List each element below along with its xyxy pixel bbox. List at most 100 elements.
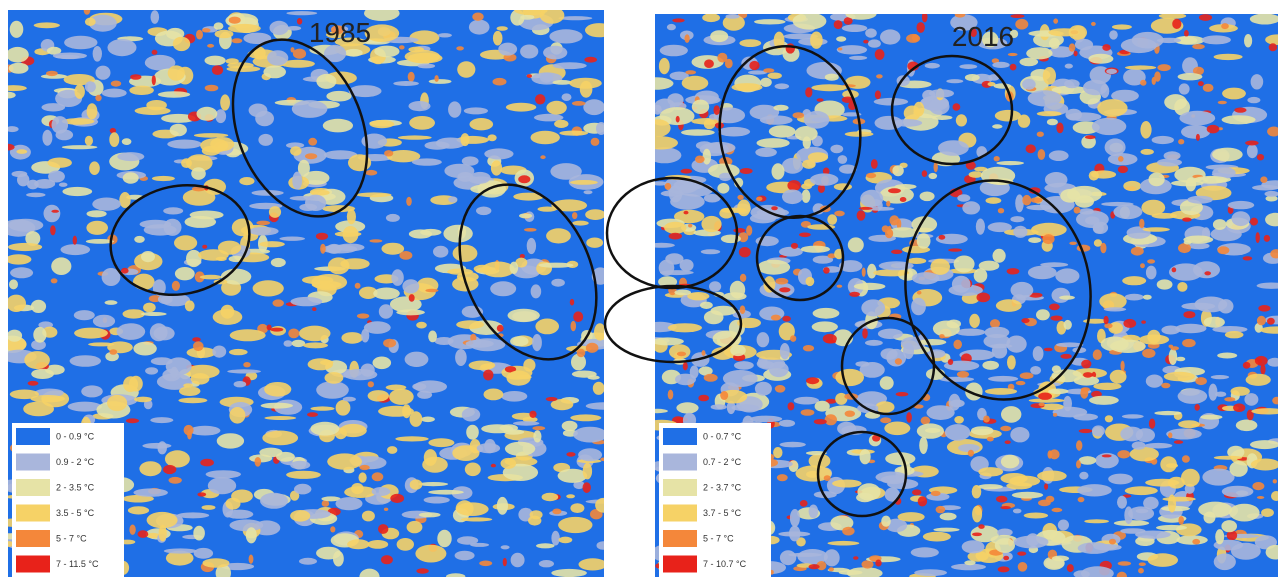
texture-patch bbox=[453, 245, 478, 262]
texture-patch bbox=[229, 407, 245, 424]
texture-patch bbox=[253, 280, 284, 296]
texture-patch bbox=[881, 348, 898, 360]
texture-patch bbox=[674, 290, 691, 296]
texture-patch bbox=[470, 118, 494, 130]
texture-patch bbox=[868, 39, 881, 47]
texture-patch bbox=[1013, 509, 1022, 514]
texture-patch bbox=[1211, 375, 1229, 379]
texture-patch bbox=[1038, 149, 1046, 160]
texture-patch bbox=[1011, 282, 1034, 298]
texture-patch bbox=[681, 129, 715, 136]
texture-patch bbox=[965, 74, 980, 81]
texture-patch bbox=[860, 449, 871, 464]
texture-patch bbox=[880, 29, 900, 44]
texture-patch bbox=[700, 302, 713, 309]
texture-patch bbox=[927, 405, 955, 420]
texture-patch bbox=[1125, 294, 1144, 301]
texture-patch bbox=[147, 512, 178, 528]
texture-patch bbox=[1007, 355, 1016, 369]
texture-patch bbox=[307, 412, 318, 417]
texture-patch bbox=[51, 257, 71, 275]
texture-patch bbox=[200, 275, 222, 280]
texture-patch bbox=[1047, 119, 1058, 126]
texture-patch bbox=[344, 486, 376, 498]
texture-patch bbox=[51, 210, 59, 213]
texture-patch bbox=[1118, 166, 1128, 173]
texture-patch bbox=[406, 197, 412, 206]
texture-patch bbox=[737, 195, 743, 200]
texture-patch bbox=[862, 328, 868, 338]
texture-patch bbox=[1056, 123, 1063, 134]
legend-swatch bbox=[16, 530, 50, 547]
texture-patch bbox=[1102, 454, 1112, 457]
texture-patch bbox=[370, 120, 395, 128]
texture-patch bbox=[152, 176, 175, 181]
texture-patch bbox=[1089, 396, 1119, 405]
texture-patch bbox=[511, 553, 525, 568]
texture-patch bbox=[895, 184, 917, 189]
texture-patch bbox=[456, 46, 464, 50]
texture-patch bbox=[416, 322, 427, 329]
texture-patch bbox=[44, 205, 61, 223]
texture-patch bbox=[1092, 425, 1105, 436]
texture-patch bbox=[1244, 34, 1252, 47]
texture-patch bbox=[996, 161, 1024, 165]
texture-patch bbox=[150, 417, 173, 423]
texture-patch bbox=[779, 287, 790, 292]
texture-patch bbox=[1258, 305, 1270, 312]
texture-patch bbox=[1001, 455, 1019, 469]
texture-patch bbox=[946, 79, 963, 83]
texture-patch bbox=[1003, 556, 1009, 561]
legend-swatch bbox=[16, 505, 50, 522]
texture-patch bbox=[1161, 383, 1170, 389]
texture-patch bbox=[769, 125, 796, 137]
texture-patch bbox=[996, 299, 1022, 312]
texture-patch bbox=[828, 541, 860, 546]
texture-patch bbox=[593, 382, 605, 395]
texture-patch bbox=[477, 443, 500, 453]
texture-patch bbox=[384, 150, 393, 156]
texture-patch bbox=[369, 239, 382, 242]
texture-patch bbox=[803, 345, 814, 351]
texture-patch bbox=[1138, 568, 1144, 574]
texture-patch bbox=[264, 416, 296, 420]
texture-patch bbox=[217, 433, 244, 448]
texture-patch bbox=[876, 401, 895, 413]
texture-patch bbox=[553, 62, 587, 69]
texture-patch bbox=[1176, 535, 1207, 544]
texture-patch bbox=[239, 177, 254, 185]
texture-patch bbox=[152, 75, 156, 85]
texture-patch bbox=[1121, 361, 1125, 371]
texture-patch bbox=[992, 62, 1009, 68]
texture-patch bbox=[675, 374, 696, 386]
texture-patch bbox=[1257, 316, 1266, 326]
texture-patch bbox=[1017, 552, 1026, 556]
texture-patch bbox=[881, 516, 891, 527]
texture-patch bbox=[357, 313, 369, 318]
texture-patch bbox=[316, 233, 328, 240]
texture-patch bbox=[452, 445, 479, 461]
texture-patch bbox=[1247, 144, 1258, 158]
texture-patch bbox=[948, 248, 962, 251]
texture-patch bbox=[956, 329, 986, 336]
texture-patch bbox=[194, 133, 228, 138]
texture-patch bbox=[1229, 504, 1259, 522]
texture-patch bbox=[316, 74, 336, 89]
texture-patch bbox=[122, 138, 132, 145]
texture-patch bbox=[938, 140, 969, 156]
texture-patch bbox=[1028, 90, 1062, 106]
texture-patch bbox=[408, 53, 443, 64]
texture-patch bbox=[1178, 139, 1184, 144]
texture-patch bbox=[1065, 64, 1073, 69]
texture-patch bbox=[208, 477, 236, 494]
texture-patch bbox=[1036, 309, 1050, 320]
texture-patch bbox=[7, 330, 22, 342]
texture-patch bbox=[1053, 18, 1058, 23]
texture-patch bbox=[865, 340, 883, 346]
texture-patch bbox=[684, 211, 689, 215]
texture-patch bbox=[1104, 316, 1109, 324]
texture-patch bbox=[695, 156, 705, 164]
texture-patch bbox=[1106, 69, 1117, 74]
texture-patch bbox=[1059, 296, 1075, 300]
texture-patch bbox=[74, 328, 108, 339]
